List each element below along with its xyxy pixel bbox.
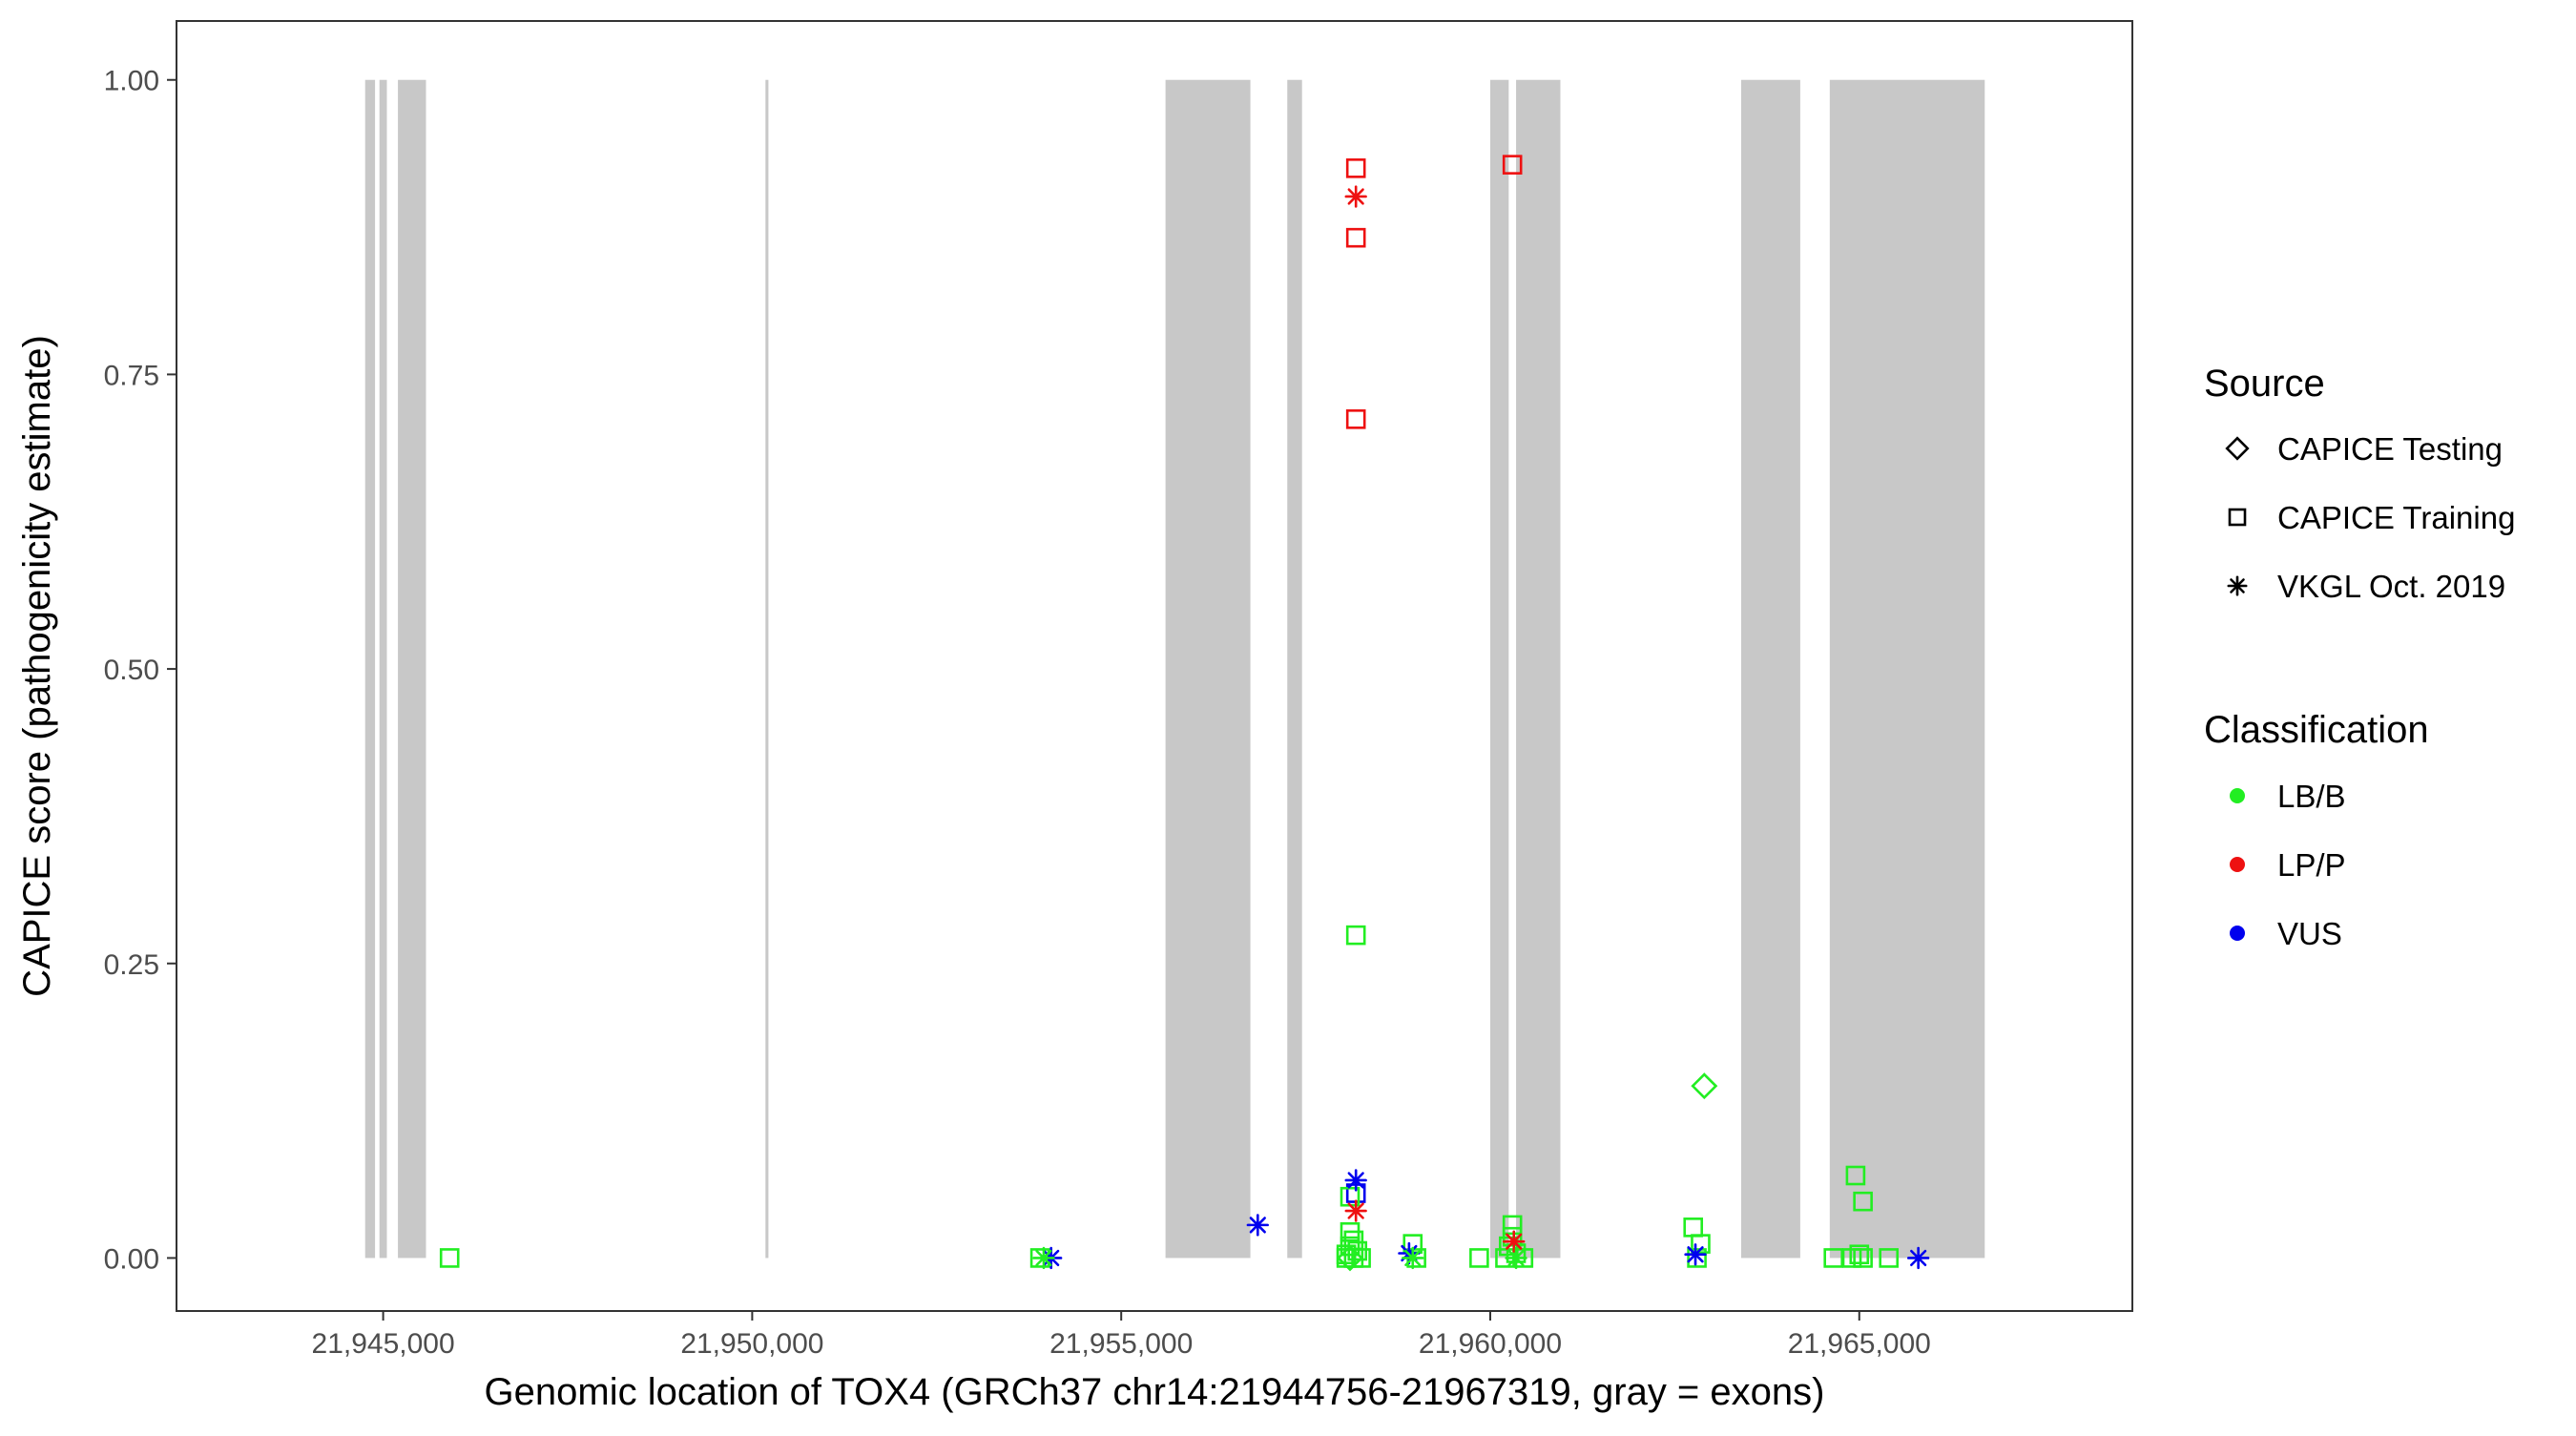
point-asterisk-lpp-3 bbox=[1503, 1230, 1526, 1253]
point-asterisk-vus-8 bbox=[1684, 1243, 1707, 1266]
exon-band-2 bbox=[379, 79, 387, 1259]
point-asterisk-lpp-1 bbox=[1344, 185, 1367, 208]
exon-band-8 bbox=[1516, 79, 1561, 1259]
legend-classification-label-3: VUS bbox=[2277, 916, 2342, 951]
exon-band-9 bbox=[1741, 79, 1800, 1259]
point-square-lbb-31 bbox=[1823, 1248, 1843, 1268]
exon-band-1 bbox=[364, 79, 376, 1259]
exon-band-4 bbox=[765, 79, 769, 1259]
point-square-lbb-30 bbox=[1853, 1191, 1873, 1212]
legend-classification-label-1: LB/B bbox=[2277, 779, 2346, 814]
x-tick-label-5: 21,965,000 bbox=[1788, 1328, 1931, 1360]
x-tick-label-2: 21,950,000 bbox=[680, 1328, 823, 1360]
exon-band-10 bbox=[1829, 79, 1985, 1259]
point-square-lbb-20 bbox=[1502, 1215, 1523, 1236]
point-square-lbb-12 bbox=[1347, 1240, 1368, 1261]
exon-band-3 bbox=[398, 79, 426, 1259]
point-diamond-lbb-2 bbox=[1337, 1244, 1363, 1272]
legend-classification-title: Classification bbox=[2204, 709, 2429, 751]
point-square-lpp-1 bbox=[1345, 158, 1366, 178]
y-axis-title: CAPICE score (pathogenicity estimate) bbox=[16, 335, 58, 997]
point-square-lbb-33 bbox=[1841, 1248, 1862, 1268]
point-asterisk-lbb-12 bbox=[1505, 1246, 1527, 1270]
legend-classification-key-1 bbox=[2230, 788, 2245, 803]
exon-layer bbox=[364, 79, 1985, 1259]
y-tick-label-4: 0.75 bbox=[104, 360, 159, 391]
x-tick-label-3: 21,955,000 bbox=[1049, 1328, 1193, 1360]
point-square-lpp-3 bbox=[1345, 409, 1366, 429]
point-square-lbb-15 bbox=[1351, 1248, 1371, 1268]
point-square-lbb-7 bbox=[1345, 925, 1366, 946]
point-layer bbox=[439, 155, 1930, 1272]
legend-source-title: Source bbox=[2204, 363, 2325, 405]
point-square-lbb-27 bbox=[1691, 1234, 1711, 1254]
y-tick-label-2: 0.25 bbox=[104, 949, 159, 981]
exon-band-6 bbox=[1287, 79, 1302, 1259]
exon-band-7 bbox=[1489, 79, 1509, 1259]
plot-frame bbox=[176, 20, 2133, 1312]
point-square-lbb-35 bbox=[1879, 1248, 1900, 1268]
legend-source-label-3: VKGL Oct. 2019 bbox=[2277, 569, 2505, 604]
legend-source-key-3 bbox=[2227, 575, 2248, 596]
x-tick-label-1: 21,945,000 bbox=[312, 1328, 455, 1360]
point-square-lbb-26 bbox=[1683, 1217, 1704, 1238]
point-asterisk-lbb-10 bbox=[1032, 1246, 1055, 1270]
legend-source-label-2: CAPICE Training bbox=[2277, 500, 2515, 535]
point-square-lpp-2 bbox=[1345, 227, 1366, 248]
legend-classification-key-2 bbox=[2230, 857, 2245, 872]
point-square-lbb-29 bbox=[1845, 1165, 1866, 1186]
x-axis: 21,945,000 21,950,000 21,955,000 21,960,000… bbox=[312, 1311, 1931, 1360]
legend-source-key-2 bbox=[2228, 508, 2247, 527]
legend-classification: Classification LB/B LP/P VUS bbox=[2204, 709, 2429, 951]
point-square-lbb-28 bbox=[1687, 1248, 1707, 1268]
legend-source-label-1: CAPICE Testing bbox=[2277, 431, 2503, 467]
legend-source: Source CAPICE Testing CAPICE Training VKGL… bbox=[2204, 363, 2515, 604]
exon-band-5 bbox=[1165, 79, 1251, 1259]
y-tick-label-5: 1.00 bbox=[104, 66, 159, 97]
point-asterisk-vus-4 bbox=[1344, 1169, 1367, 1192]
point-square-lbb-34 bbox=[1853, 1248, 1873, 1268]
legend-classification-key-3 bbox=[2230, 926, 2245, 941]
y-tick-label-3: 0.50 bbox=[104, 655, 159, 686]
legend-classification-label-2: LP/P bbox=[2277, 847, 2346, 883]
legend-source-key-1 bbox=[2225, 436, 2250, 461]
point-diamond-lbb-1 bbox=[1691, 1072, 1718, 1100]
point-asterisk-vus-5 bbox=[1246, 1214, 1269, 1237]
point-square-lpp-4 bbox=[1502, 155, 1523, 175]
point-square-lbb-19 bbox=[1469, 1248, 1489, 1268]
y-axis: 0.00 0.25 0.50 0.75 1.00 bbox=[104, 66, 177, 1275]
x-tick-label-4: 21,960,000 bbox=[1419, 1328, 1562, 1360]
point-asterisk-lbb-11 bbox=[1402, 1246, 1424, 1270]
point-square-lbb-6 bbox=[439, 1248, 460, 1268]
point-asterisk-vus-9 bbox=[1907, 1246, 1930, 1270]
y-tick-label-1: 0.00 bbox=[104, 1243, 159, 1275]
x-axis-title: Genomic location of TOX4 (GRCh37 chr14:2… bbox=[485, 1371, 1825, 1413]
point-asterisk-lpp-2 bbox=[1344, 1199, 1367, 1222]
